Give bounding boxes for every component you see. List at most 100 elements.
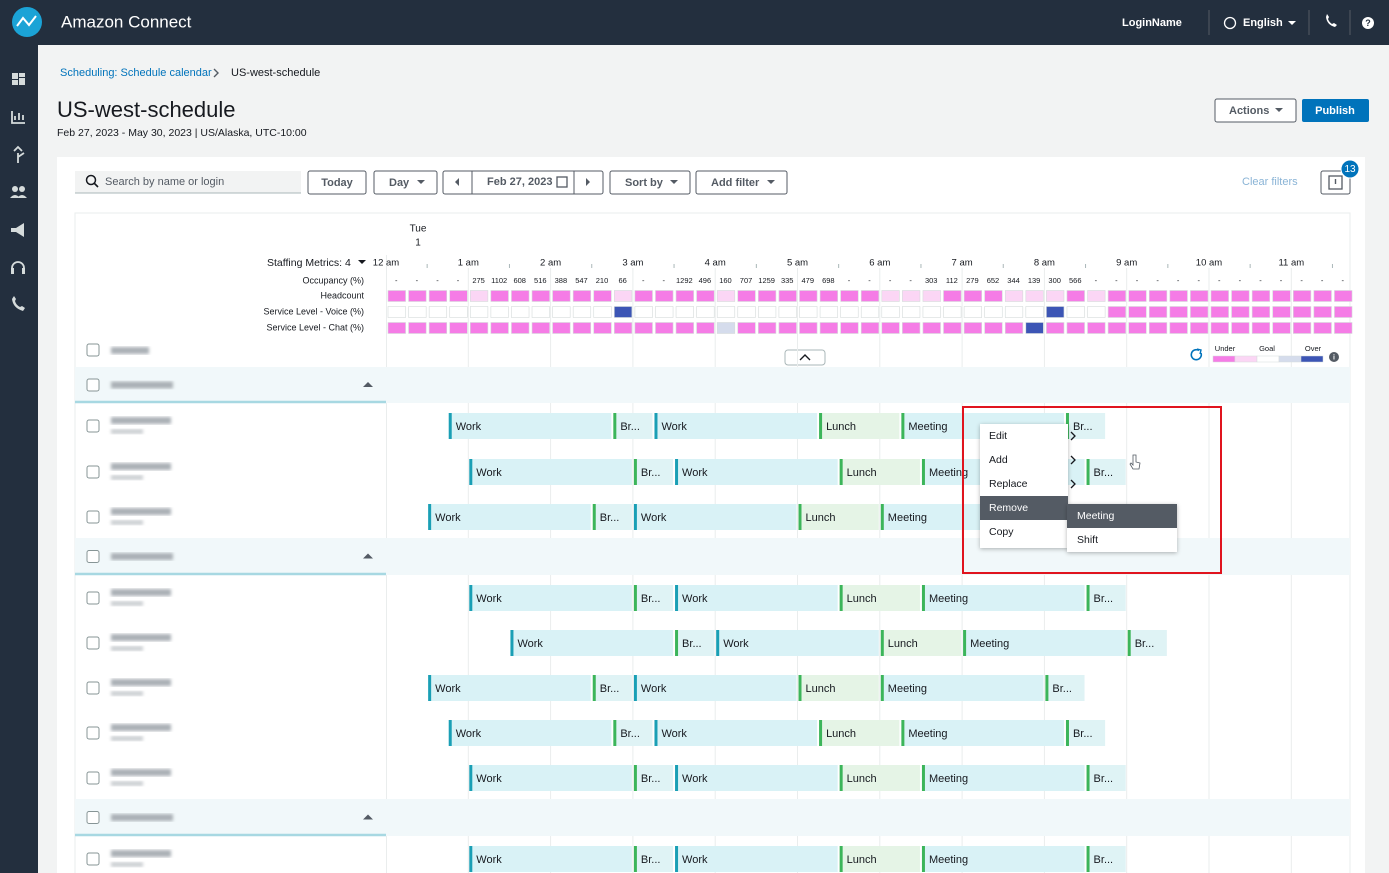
- refresh-icon[interactable]: [1190, 348, 1203, 361]
- phone-icon[interactable]: [1326, 14, 1337, 27]
- shift-segment[interactable]: [880, 675, 1044, 701]
- shift-segment[interactable]: [469, 459, 632, 485]
- menu-item[interactable]: Replace: [989, 478, 1028, 490]
- menu-item[interactable]: Copy: [989, 526, 1014, 538]
- shift-segment[interactable]: [819, 720, 900, 746]
- group-collapse[interactable]: [363, 553, 373, 559]
- checkbox[interactable]: [86, 550, 100, 563]
- nav-icon[interactable]: [19, 186, 25, 192]
- shift-segment[interactable]: [901, 720, 1064, 746]
- metrics-menu[interactable]: Staffing Metrics: 4: [267, 257, 351, 269]
- checkbox[interactable]: [86, 465, 100, 479]
- shift-segment[interactable]: [798, 504, 879, 530]
- shift-segment[interactable]: [921, 846, 1085, 872]
- publish-button[interactable]: [1302, 99, 1369, 122]
- shift-segment[interactable]: [1065, 413, 1106, 439]
- checkbox[interactable]: [86, 636, 100, 650]
- nav-icon[interactable]: [19, 78, 25, 85]
- shift-segment[interactable]: [675, 630, 715, 656]
- shift-segment[interactable]: [921, 585, 1085, 611]
- shift-segment[interactable]: [633, 504, 797, 530]
- submenu-item[interactable]: Shift: [1077, 534, 1098, 546]
- shift-segment[interactable]: [675, 459, 838, 485]
- shift-segment[interactable]: [633, 846, 674, 872]
- nav-icon[interactable]: [11, 111, 25, 124]
- nav-icon[interactable]: [11, 261, 25, 272]
- shift-segment[interactable]: [921, 765, 1085, 791]
- shift-segment[interactable]: [469, 765, 632, 791]
- nav-icon[interactable]: [13, 145, 25, 163]
- date-label[interactable]: Feb 27, 2023: [487, 176, 552, 188]
- breadcrumb-link[interactable]: Scheduling: Schedule calendar: [60, 67, 212, 79]
- shift-segment[interactable]: [880, 630, 962, 656]
- group-collapse[interactable]: [363, 814, 373, 820]
- nav-icon[interactable]: [11, 268, 14, 274]
- help-icon[interactable]: [1362, 17, 1374, 29]
- shift-segment[interactable]: [469, 846, 632, 872]
- nav-icon[interactable]: [12, 296, 25, 311]
- view-button[interactable]: [373, 170, 438, 195]
- shift-segment[interactable]: [819, 413, 900, 439]
- checkbox[interactable]: [86, 681, 100, 695]
- nav-icon[interactable]: [12, 80, 18, 85]
- nav-icon[interactable]: [11, 223, 24, 237]
- menu-item[interactable]: Remove: [989, 502, 1028, 514]
- clear-filters[interactable]: Clear filters: [1242, 176, 1298, 188]
- sort-button[interactable]: [609, 170, 691, 195]
- user-name[interactable]: LoginName: [1122, 17, 1182, 29]
- menu-item[interactable]: Edit: [989, 430, 1007, 442]
- shift-segment[interactable]: [654, 720, 818, 746]
- info-icon[interactable]: [1329, 352, 1339, 362]
- shift-segment[interactable]: [510, 630, 674, 656]
- actions-button[interactable]: [1214, 98, 1297, 123]
- shift-segment[interactable]: [448, 413, 612, 439]
- checkbox[interactable]: [86, 591, 100, 605]
- checkbox[interactable]: [86, 510, 100, 524]
- shift-segment[interactable]: [592, 675, 632, 701]
- shift-segment[interactable]: [716, 630, 879, 656]
- shift-segment[interactable]: [633, 675, 797, 701]
- shift-segment[interactable]: [1086, 846, 1126, 872]
- group-collapse[interactable]: [363, 382, 373, 387]
- shift-segment[interactable]: [654, 413, 818, 439]
- shift-segment[interactable]: [1045, 675, 1085, 701]
- nav-icon[interactable]: [12, 73, 18, 79]
- previous-day[interactable]: [455, 178, 459, 186]
- shift-segment[interactable]: [1127, 630, 1167, 656]
- next-day[interactable]: [586, 178, 590, 186]
- filter-button[interactable]: [695, 170, 788, 195]
- menu-item[interactable]: Add: [989, 454, 1008, 466]
- checkbox[interactable]: [86, 852, 100, 866]
- nav-icon[interactable]: [10, 195, 27, 198]
- shift-segment[interactable]: [675, 846, 838, 872]
- checkbox[interactable]: [86, 343, 100, 357]
- submenu-item[interactable]: Meeting: [1077, 510, 1115, 522]
- shift-segment[interactable]: [1086, 585, 1126, 611]
- checkbox[interactable]: [86, 811, 100, 824]
- shift-segment[interactable]: [963, 630, 1126, 656]
- shift-segment[interactable]: [839, 459, 920, 485]
- shift-segment[interactable]: [839, 846, 920, 872]
- shift-segment[interactable]: [428, 504, 591, 530]
- shift-segment[interactable]: [1086, 459, 1126, 485]
- search-box[interactable]: [75, 171, 301, 193]
- checkbox[interactable]: [86, 726, 100, 740]
- shift-segment[interactable]: [428, 675, 591, 701]
- shift-segment[interactable]: [1086, 765, 1126, 791]
- shift-segment[interactable]: [798, 675, 879, 701]
- shift-segment[interactable]: [1065, 720, 1106, 746]
- shift-segment[interactable]: [613, 413, 653, 439]
- language[interactable]: English: [1243, 17, 1283, 29]
- nav-icon[interactable]: [22, 268, 25, 274]
- shift-segment[interactable]: [675, 585, 838, 611]
- shift-segment[interactable]: [592, 504, 632, 530]
- shift-segment[interactable]: [839, 765, 920, 791]
- checkbox[interactable]: [86, 771, 100, 785]
- checkbox[interactable]: [86, 378, 100, 392]
- shift-segment[interactable]: [633, 765, 674, 791]
- shift-segment[interactable]: [613, 720, 653, 746]
- checkbox[interactable]: [86, 419, 100, 433]
- shift-segment[interactable]: [839, 585, 920, 611]
- collapse-button[interactable]: [784, 349, 826, 366]
- shift-segment[interactable]: [633, 585, 674, 611]
